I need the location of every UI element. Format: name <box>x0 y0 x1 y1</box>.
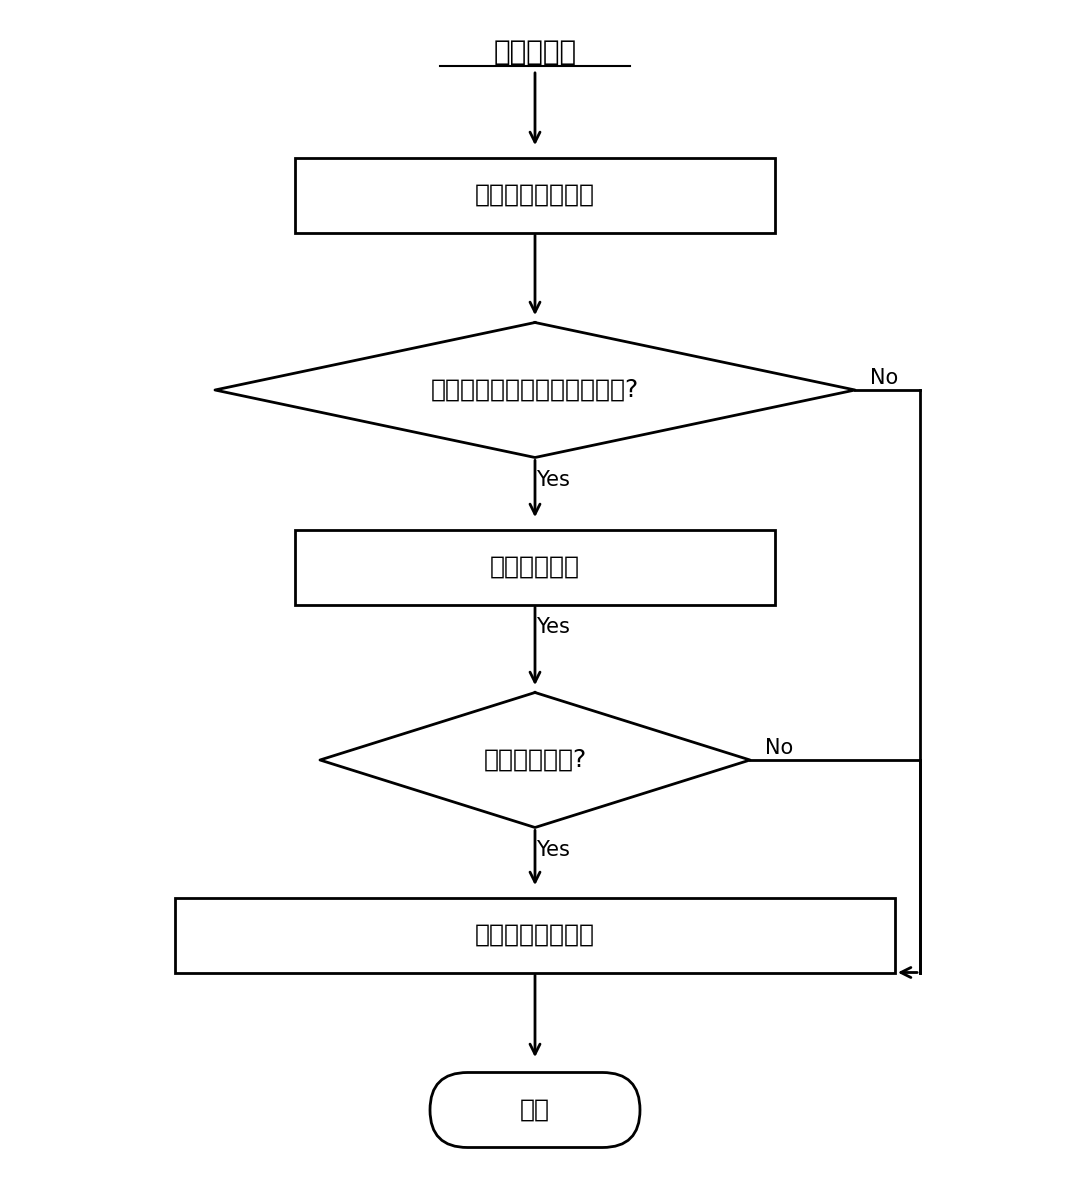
Bar <box>175 897 895 972</box>
Text: 清除调整等待标识: 清除调整等待标识 <box>475 923 595 947</box>
Text: No: No <box>870 368 898 388</box>
Text: No: No <box>765 738 793 758</box>
Text: Yes: Yes <box>536 839 570 859</box>
Text: Yes: Yes <box>536 470 570 489</box>
Bar <box>295 530 775 605</box>
Text: 等待时间递减: 等待时间递减 <box>490 555 580 580</box>
FancyBboxPatch shape <box>430 1072 640 1147</box>
Text: Yes: Yes <box>536 616 570 637</box>
Bar <box>295 157 775 232</box>
Text: 当前控制处于调整等待状态吗?: 当前控制处于调整等待状态吗? <box>431 378 639 402</box>
Text: 定时器处理: 定时器处理 <box>493 38 577 65</box>
Text: 退出: 退出 <box>520 1098 550 1122</box>
Text: 等待时间到吗?: 等待时间到吗? <box>484 749 586 772</box>
Text: 置定时器周期标识: 置定时器周期标识 <box>475 183 595 207</box>
